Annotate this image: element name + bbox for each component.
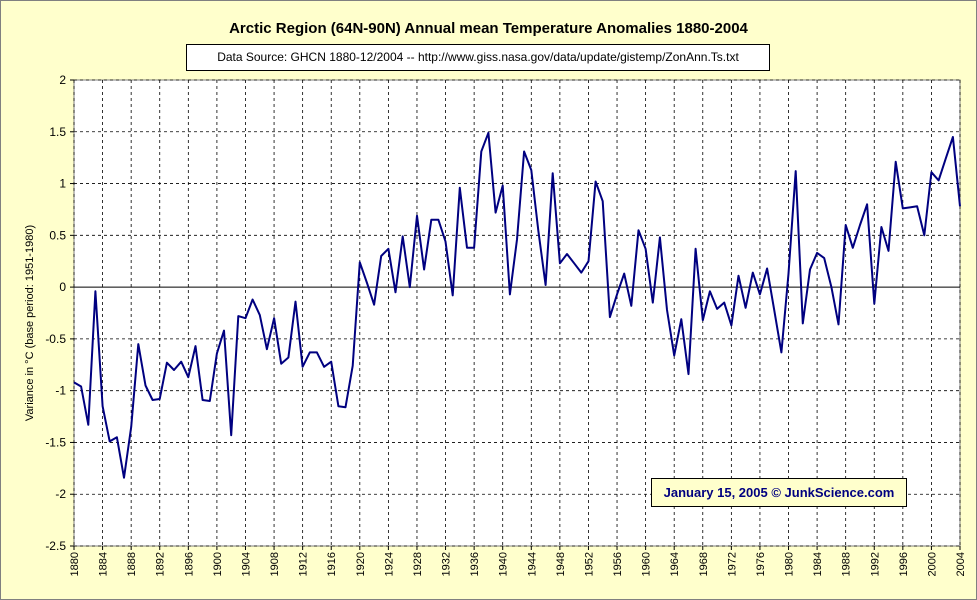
x-tick-label: 1976 — [755, 552, 767, 576]
x-tick-label: 1940 — [498, 552, 510, 576]
x-tick-label: 1980 — [784, 552, 796, 576]
y-tick-label: -2.5 — [45, 539, 66, 553]
credit-annotation: January 15, 2005 © JunkScience.com — [651, 478, 907, 507]
y-axis-label: Variance in °C (base period: 1951-1980) — [24, 225, 36, 421]
x-tick-label: 1952 — [583, 552, 595, 576]
x-tick-label: 1888 — [126, 552, 138, 576]
y-tick-label: -0.5 — [45, 332, 66, 346]
x-tick-label: 1880 — [69, 552, 81, 576]
x-tick-label: 1912 — [298, 552, 310, 576]
y-tick-label: -1.5 — [45, 435, 66, 449]
x-tick-label: 1896 — [183, 552, 195, 576]
x-tick-label: 1908 — [269, 552, 281, 576]
y-tick-label: 0 — [59, 280, 66, 294]
y-tick-label: 1.5 — [49, 125, 66, 139]
chart-title: Arctic Region (64N-90N) Annual mean Temp… — [229, 20, 748, 37]
x-tick-label: 1900 — [212, 552, 224, 576]
x-tick-label: 1884 — [98, 552, 110, 576]
x-tick-label: 1936 — [469, 552, 481, 576]
x-tick-label: 1916 — [326, 552, 338, 576]
x-tick-label: 1968 — [698, 552, 710, 576]
x-tick-label: 1948 — [555, 552, 567, 576]
x-tick-label: 2004 — [955, 552, 967, 576]
x-tick-label: 1972 — [726, 552, 738, 576]
y-tick-label: -1 — [55, 384, 66, 398]
x-tick-label: 1932 — [441, 552, 453, 576]
plot-area — [73, 79, 961, 547]
x-tick-label: 1984 — [812, 552, 824, 576]
x-tick-label: 1960 — [641, 552, 653, 576]
x-tick-label: 1996 — [898, 552, 910, 576]
x-tick-label: 1956 — [612, 552, 624, 576]
x-tick-label: 1944 — [526, 552, 538, 576]
y-tick-label: 1 — [59, 177, 66, 191]
y-tick-label: 0.5 — [49, 228, 66, 242]
x-tick-label: 1924 — [383, 552, 395, 576]
x-tick-label: 1928 — [412, 552, 424, 576]
series-line — [73, 131, 961, 479]
x-axis: 1880 1884 1888 1892 1896 1900 1904 1908 1912 1916… — [69, 546, 967, 576]
y-tick-label: 2 — [59, 73, 66, 87]
x-tick-label: 1964 — [669, 552, 681, 576]
x-tick-label: 1988 — [841, 552, 853, 576]
x-tick-label: 1920 — [355, 552, 367, 576]
data-source-box: Data Source: GHCN 1880-12/2004 -- http:/… — [186, 44, 770, 71]
x-tick-label: 2000 — [926, 552, 938, 576]
y-axis: 2 1.5 1 0.5 0 -0.5 -1 -1.5 -2 -2.5 — [45, 73, 74, 553]
x-tick-label: 1904 — [240, 552, 252, 576]
x-tick-label: 1892 — [155, 552, 167, 576]
x-tick-label: 1992 — [869, 552, 881, 576]
y-tick-label: -2 — [55, 487, 66, 501]
